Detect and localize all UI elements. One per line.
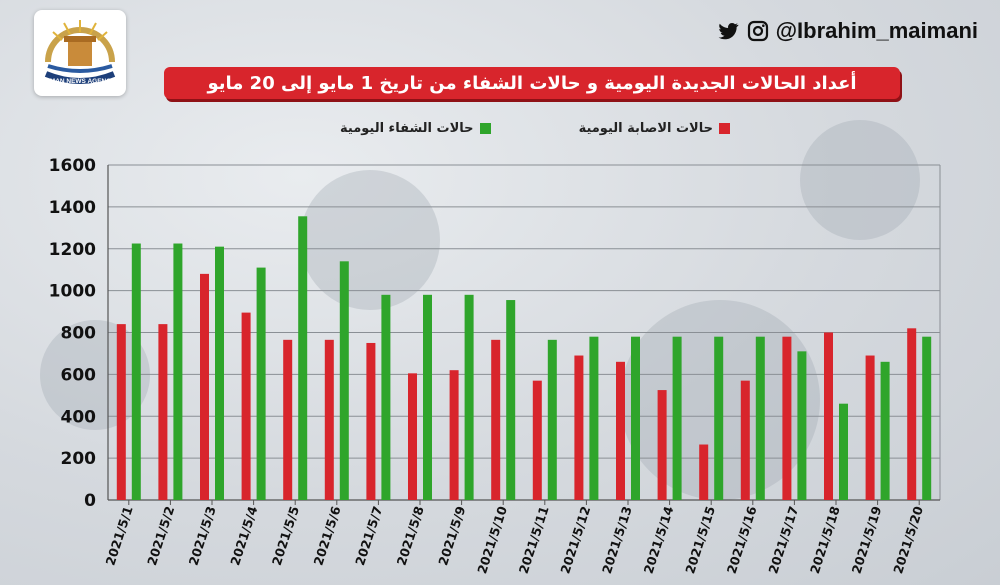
legend-swatch-recoveries — [479, 122, 491, 134]
y-tick-label: 400 — [61, 407, 97, 427]
bar-recoveries — [131, 243, 141, 500]
bar-recoveries — [506, 300, 516, 500]
social-handle: @Ibrahim_maimani — [775, 18, 978, 43]
legend-label-cases: حالات الاصابة اليومية — [578, 120, 713, 136]
chart-legend: حالات الاصابة اليومية حالات الشفاء اليوم… — [340, 118, 730, 138]
legend-item-cases: حالات الاصابة اليومية — [579, 118, 730, 138]
y-tick-label: 1400 — [49, 198, 96, 218]
bar-cases — [200, 273, 209, 500]
bar-cases — [116, 324, 126, 500]
bar-cases — [158, 324, 168, 500]
x-tick-label: 2021/5/1 — [102, 504, 135, 567]
bar-recoveries — [215, 246, 224, 500]
bar-recoveries — [672, 336, 682, 500]
x-tick-label: 2021/5/12 — [557, 504, 593, 575]
legend-swatch-cases — [719, 122, 730, 134]
y-tick-label: 1200 — [49, 240, 96, 260]
bar-cases — [574, 355, 584, 500]
x-tick-label: 2021/5/14 — [641, 504, 677, 576]
x-tick-label: 2021/5/6 — [310, 504, 343, 567]
bar-recoveries — [714, 336, 724, 500]
y-tick-label: 1600 — [49, 156, 96, 176]
y-tick-label: 800 — [61, 324, 97, 344]
bar-cases — [782, 336, 792, 500]
background-virus-shape — [40, 320, 150, 430]
background-virus-shape — [300, 170, 440, 310]
oman-news-agency-logo: OMAN NEWS AGENCY — [34, 10, 126, 96]
bar-cases — [408, 373, 417, 500]
bar-cases — [657, 390, 667, 500]
x-tick-label: 2021/5/10 — [474, 504, 510, 576]
bar-recoveries — [839, 403, 848, 500]
legend-label-recoveries: حالات الشفاء اليومية — [340, 120, 474, 136]
x-tick-label: 2021/5/3 — [186, 504, 219, 567]
bar-cases — [532, 380, 542, 500]
logo-text: OMAN NEWS AGENCY — [45, 78, 116, 85]
bar-recoveries — [464, 294, 474, 500]
bar-cases — [491, 339, 501, 500]
bar-recoveries — [339, 261, 349, 500]
y-tick-label: 200 — [61, 449, 97, 469]
bar-cases — [283, 339, 293, 500]
x-tick-label: 2021/5/2 — [144, 504, 177, 567]
chart-title: أعداد الحالات الجديدة اليومية و حالات ال… — [207, 72, 857, 94]
twitter-icon — [718, 23, 739, 40]
x-tick-label: 2021/5/9 — [435, 504, 468, 567]
bar-cases — [824, 332, 833, 500]
y-tick-label: 1000 — [49, 282, 96, 302]
bar-recoveries — [880, 361, 890, 500]
bar-recoveries — [547, 339, 557, 500]
social-handle-group: @Ibrahim_maimani — [716, 18, 978, 44]
bar-recoveries — [922, 336, 932, 500]
bar-recoveries — [589, 336, 599, 500]
bar-recoveries — [755, 336, 765, 500]
y-tick-label: 0 — [84, 491, 96, 511]
x-tick-label: 2021/5/15 — [682, 504, 718, 575]
x-tick-label: 2021/5/18 — [807, 504, 843, 575]
chart-title-banner: أعداد الحالات الجديدة اليومية و حالات ال… — [164, 67, 900, 99]
bar-recoveries — [631, 336, 640, 500]
x-tick-label: 2021/5/16 — [724, 504, 760, 576]
bar-cases — [449, 370, 459, 500]
bar-recoveries — [381, 294, 391, 500]
x-tick-label: 2021/5/8 — [394, 504, 427, 567]
bar-recoveries — [298, 216, 308, 500]
bar-cases — [366, 342, 376, 500]
bar-cases — [740, 380, 750, 500]
bar-recoveries — [797, 351, 807, 500]
bar-cases — [616, 361, 625, 500]
instagram-icon — [747, 20, 768, 42]
y-tick-label: 600 — [61, 365, 97, 385]
bar-cases — [865, 355, 875, 500]
bar-cases — [324, 339, 334, 500]
x-tick-label: 2021/5/4 — [227, 504, 260, 567]
background-virus-shape — [800, 120, 920, 240]
bar-recoveries — [256, 267, 266, 500]
logo-emblem: OMAN NEWS AGENCY — [45, 20, 116, 85]
x-tick-label: 2021/5/20 — [890, 504, 926, 576]
legend-item-recoveries: حالات الشفاء اليومية — [340, 118, 491, 138]
bar-recoveries — [173, 243, 183, 500]
bar-cases — [907, 328, 917, 500]
x-tick-label: 2021/5/7 — [352, 504, 385, 567]
bar-cases — [241, 312, 251, 500]
x-tick-label: 2021/5/17 — [765, 504, 801, 575]
x-tick-label: 2021/5/5 — [269, 504, 302, 567]
x-tick-label: 2021/5/11 — [516, 504, 552, 575]
bar-cases — [699, 444, 709, 500]
x-tick-label: 2021/5/19 — [849, 504, 885, 575]
x-tick-label: 2021/5/13 — [599, 504, 635, 575]
bar-recoveries — [423, 294, 432, 500]
